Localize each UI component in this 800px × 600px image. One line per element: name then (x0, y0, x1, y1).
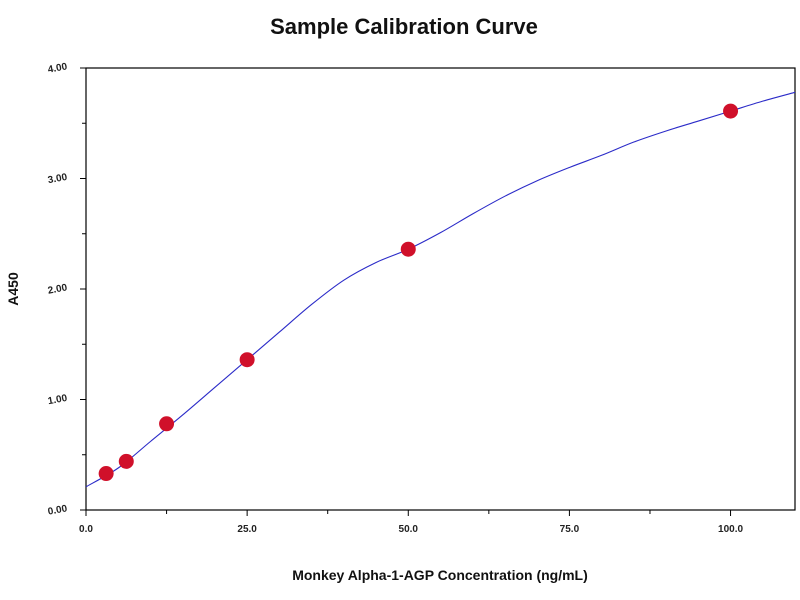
x-axis-label: Monkey Alpha-1-AGP Concentration (ng/mL) (292, 567, 588, 583)
y-tick-label: 2.00 (47, 282, 69, 296)
data-point (118, 453, 134, 469)
y-axis-label: A450 (5, 272, 21, 306)
y-tick-label: 1.00 (47, 393, 69, 407)
x-tick-label: 75.0 (560, 524, 580, 535)
axis-ticks (80, 67, 732, 516)
data-point (98, 466, 114, 482)
plot-frame (85, 67, 796, 511)
data-point (239, 352, 255, 368)
x-tick-label: 50.0 (399, 524, 419, 535)
data-point (159, 416, 175, 432)
data-point (400, 241, 416, 257)
y-tick-label: 0.00 (47, 503, 69, 517)
data-points (98, 103, 739, 482)
x-tick-label: 0.0 (79, 524, 93, 535)
y-tick-label: 4.00 (47, 61, 69, 75)
axis-tick-labels: 0.0 25.0 50.0 75.0 100.0 0.00 1.00 2.00 3.00 4.00 (47, 61, 743, 535)
chart-title: Sample Calibration Curve (270, 14, 538, 39)
y-tick-label: 3.00 (47, 172, 69, 186)
fit-curve (85, 91, 796, 488)
x-tick-label: 25.0 (237, 524, 257, 535)
data-point (723, 103, 739, 119)
x-tick-label: 100.0 (718, 524, 743, 535)
